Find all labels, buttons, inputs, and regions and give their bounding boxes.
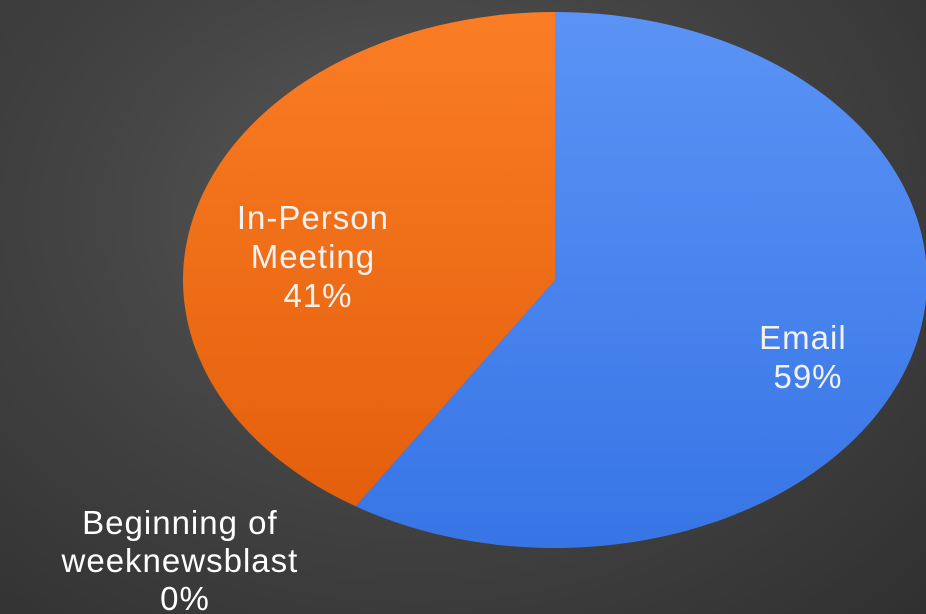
label-email: Email 59% [759, 319, 857, 395]
label-email-name: Email [759, 319, 847, 356]
pie-slices [183, 12, 926, 548]
label-in-person-meeting: In-Person Meeting 41% [237, 199, 399, 314]
label-meeting-percent: 41% [283, 277, 352, 314]
label-newsblast-percent: 0% [160, 580, 210, 614]
label-newsblast-line1: Beginning of [82, 504, 277, 541]
pie-slice-in-person-meeting [183, 12, 555, 507]
label-newsblast: Beginning of weeknewsblast 0% [61, 504, 309, 614]
label-newsblast-line2: weeknewsblast [61, 542, 299, 579]
label-meeting-line1: In-Person [237, 199, 389, 236]
label-meeting-line2: Meeting [251, 238, 375, 275]
label-email-percent: 59% [773, 358, 842, 395]
pie-slice-email [355, 12, 926, 548]
